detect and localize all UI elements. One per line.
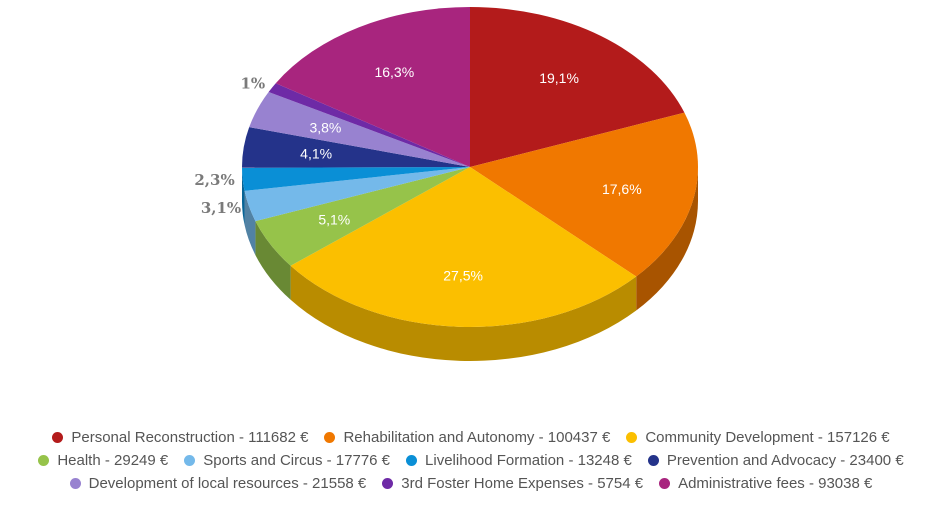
legend-item[interactable]: Health - 29249 € [38,452,168,469]
pie-slice[interactable] [470,112,698,277]
legend-dot-icon [659,478,671,489]
pie-slice[interactable] [242,167,470,191]
pie-side-wall [636,167,698,311]
legend-item[interactable]: Administrative fees - 93038 € [659,475,872,492]
legend-row: Health - 29249 € Sports and Circus - 1777… [0,449,942,472]
legend-label: 3rd Foster Home Expenses - 5754 € [401,475,644,492]
pie-side-wall [242,167,245,225]
pie-side-walls [242,167,698,361]
legend-row: Development of local resources - 21558 €… [0,472,942,495]
pie-slice[interactable] [242,127,470,168]
pie-slice-label: 3,8% [309,120,341,136]
legend-label: Health - 29249 € [57,452,169,469]
legend-item[interactable]: Personal Reconstruction - 111682 € [52,429,308,446]
pie-slice-label: 1% [240,75,265,93]
legend-label: Livelihood Formation - 13248 € [425,452,632,469]
legend-item[interactable]: Community Development - 157126 € [626,429,890,446]
pie-slice-label: 19,1% [539,70,579,86]
pie-slice[interactable] [244,167,470,222]
pie-slice[interactable] [249,91,470,167]
legend-dot-icon [184,455,196,466]
pie-slice[interactable] [275,7,470,167]
legend-label: Development of local resources - 21558 € [88,475,367,492]
legend-dot-icon [626,432,638,443]
pie-chart: 19,1% 17,6% 27,5% 5,1% 3,1% 2,3% 4,1% 3,8% 1% 16,… [194,7,698,361]
legend-item[interactable]: 3rd Foster Home Expenses - 5754 € [382,475,643,492]
legend-label: Rehabilitation and Autonomy - 100437 € [343,429,611,446]
pie-slice-label: 16,3% [374,64,414,80]
legend-label: Sports and Circus - 17776 € [203,452,391,469]
pie-slice[interactable] [290,167,637,328]
legend-item[interactable]: Livelihood Formation - 13248 € [406,452,632,469]
legend-dot-icon [647,455,659,466]
pie-slice-label: 4,1% [300,146,332,162]
pie-slice-label: 17,6% [602,181,642,197]
pie-labels: 19,1% 17,6% 27,5% 5,1% 3,1% 2,3% 4,1% 3,8% 1% 16,… [194,64,641,284]
legend-dot-icon [406,455,418,466]
legend-item[interactable]: Rehabilitation and Autonomy - 100437 € [324,429,610,446]
legend-item[interactable]: Development of local resources - 21558 € [69,475,367,492]
legend-label: Personal Reconstruction - 111682 € [71,429,309,446]
legend-label: Community Development - 157126 € [645,429,890,446]
pie-side-wall [290,265,637,361]
legend-item[interactable]: Prevention and Advocacy - 23400 € [647,452,904,469]
pie-slices [242,7,698,328]
pie-side-wall [255,221,291,300]
legend: Personal Reconstruction - 111682 € Rehabi… [0,426,942,495]
pie-slice-label: 5,1% [318,212,350,228]
legend-dot-icon [52,432,64,443]
legend-dot-icon [38,455,50,466]
legend-label: Prevention and Advocacy - 23400 € [666,452,904,469]
legend-row: Personal Reconstruction - 111682 € Rehabi… [0,426,942,449]
pie-slice-label: 3,1% [201,199,241,217]
legend-dot-icon [324,432,336,443]
pie-slice-label: 2,3% [194,171,234,189]
pie-side-wall [244,190,256,256]
pie-slice-label: 27,5% [443,268,483,284]
legend-dot-icon [69,478,81,489]
pie-slice[interactable] [470,7,685,167]
legend-item[interactable]: Sports and Circus - 17776 € [184,452,390,469]
pie-slice[interactable] [255,167,470,266]
legend-label: Administrative fees - 93038 € [678,475,873,492]
legend-dot-icon [382,478,394,489]
pie-slice[interactable] [268,83,470,167]
